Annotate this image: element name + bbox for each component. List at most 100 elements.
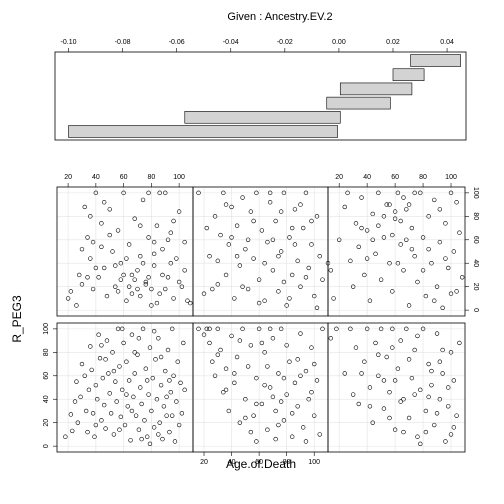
data-point [163, 190, 168, 196]
data-point [167, 378, 172, 383]
data-point [267, 190, 273, 196]
data-point [68, 412, 74, 417]
data-point [303, 190, 309, 196]
data-point [65, 296, 71, 301]
data-point [292, 242, 298, 247]
data-point [440, 371, 445, 376]
data-point [201, 332, 207, 337]
data-point [334, 326, 339, 332]
data-point [276, 253, 281, 259]
data-point [150, 375, 155, 381]
data-point [207, 340, 212, 346]
data-point [142, 418, 147, 423]
x-tick-label: 20 [200, 459, 208, 466]
data-point [147, 345, 153, 350]
data-point [245, 364, 251, 369]
data-point [348, 258, 353, 264]
data-point [115, 326, 121, 332]
data-point [167, 429, 172, 435]
data-point [381, 378, 387, 383]
data-point [270, 394, 276, 400]
given-tick-label: 0.00 [332, 39, 346, 46]
data-point [138, 293, 143, 299]
data-point [223, 202, 229, 207]
data-point [440, 305, 445, 310]
data-point [314, 305, 320, 310]
data-point [243, 397, 248, 402]
data-point [176, 209, 182, 214]
data-point [101, 402, 107, 408]
data-point [117, 427, 122, 432]
data-point [248, 209, 254, 214]
data-point [151, 239, 157, 245]
panel-frame [56, 322, 194, 453]
data-point [284, 303, 289, 308]
data-point [292, 380, 298, 386]
y-tick-label: 100 [472, 187, 479, 199]
data-point [376, 373, 381, 378]
data-point [107, 391, 112, 396]
data-point [418, 441, 423, 446]
data-point [101, 265, 107, 271]
data-point [154, 397, 160, 402]
data-point [267, 326, 273, 332]
data-point [373, 340, 378, 346]
data-point [218, 347, 223, 353]
data-point [140, 197, 146, 203]
data-point [88, 256, 93, 261]
data-point [259, 340, 265, 346]
data-point [298, 202, 303, 207]
data-point [120, 387, 125, 393]
data-point [161, 404, 167, 409]
scatter-panel-1: 0 20 40 60 80 100 [43, 322, 194, 453]
data-point [218, 232, 223, 238]
data-point [287, 235, 292, 240]
data-point [157, 190, 162, 196]
data-point [207, 253, 212, 259]
data-point [151, 425, 157, 430]
data-point [101, 200, 107, 205]
data-point [151, 329, 157, 334]
data-point [108, 411, 114, 416]
data-point [179, 284, 185, 289]
data-point [298, 331, 303, 336]
data-point [140, 261, 146, 266]
given-tick-label: 0.02 [386, 39, 400, 46]
data-point [232, 380, 237, 386]
data-point [223, 272, 229, 278]
data-point [267, 200, 273, 205]
data-point [342, 204, 347, 210]
data-point [171, 218, 176, 224]
data-point [406, 202, 412, 207]
data-point [401, 397, 406, 402]
data-point [245, 286, 251, 292]
data-point [237, 420, 243, 425]
data-point [196, 326, 201, 332]
data-point [387, 261, 392, 266]
data-point [99, 221, 104, 226]
panel-frame [327, 186, 466, 317]
data-point [353, 345, 359, 350]
data-point [181, 340, 186, 346]
data-point [243, 415, 248, 421]
data-point [420, 268, 426, 273]
data-point [265, 239, 270, 245]
data-point [168, 261, 173, 266]
data-point [295, 258, 300, 264]
data-point [256, 326, 262, 332]
data-point [201, 291, 207, 296]
data-point [169, 326, 175, 332]
data-point [342, 371, 347, 376]
data-point [100, 375, 105, 381]
data-point [437, 359, 443, 364]
data-point [434, 411, 440, 416]
data-point [226, 242, 232, 247]
data-point [312, 293, 317, 299]
data-point [454, 200, 459, 205]
data-point [387, 202, 392, 207]
y-tick-label: 60 [472, 236, 479, 244]
data-point [151, 263, 157, 268]
data-point [328, 268, 333, 273]
data-point [121, 340, 126, 346]
x-tick-label: 40 [363, 174, 371, 181]
